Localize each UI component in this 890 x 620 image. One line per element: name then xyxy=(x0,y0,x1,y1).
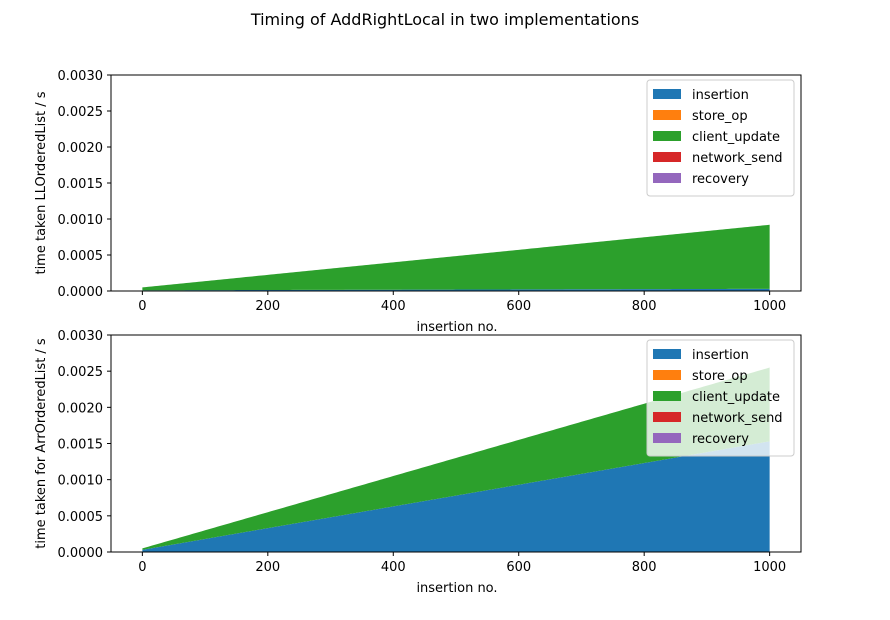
area-client-update xyxy=(142,224,770,291)
y-tick-label: 0.0020 xyxy=(58,141,104,156)
legend-label-client-update: client_update xyxy=(692,130,780,145)
x-axis-label: insertion no. xyxy=(416,581,497,596)
chart-panel-2: 0 200 400 600 800 1000 0.0000 0.0005 0.0010 0.001… xyxy=(34,329,802,596)
legend-label-insertion: insertion xyxy=(692,88,749,103)
x-tick-label: 1000 xyxy=(753,299,786,314)
legend-label-recovery: recovery xyxy=(692,432,749,447)
y-tick-label: 0.0015 xyxy=(58,438,104,453)
legend-label-store-op: store_op xyxy=(692,369,748,384)
area-insertion xyxy=(142,441,770,552)
area-client-update xyxy=(142,367,770,550)
legend: insertion store_op client_update network_se… xyxy=(646,79,795,197)
y-tick-label: 0.0030 xyxy=(58,69,104,84)
x-tick-label: 200 xyxy=(255,299,280,314)
figure-title: Timing of AddRightLocal in two implement… xyxy=(250,10,640,29)
legend-swatch-insertion xyxy=(653,89,681,99)
legend-label-network-send: network_send xyxy=(692,151,783,166)
y-tick-label: 0.0005 xyxy=(58,510,104,525)
legend-box xyxy=(646,79,795,197)
legend-swatch-client-update xyxy=(653,391,681,401)
x-tick-label: 0 xyxy=(138,299,146,314)
y-tick-label: 0.0030 xyxy=(58,329,104,344)
x-tick-label: 600 xyxy=(506,299,531,314)
legend-swatch-recovery xyxy=(653,173,681,183)
y-tick-label: 0.0025 xyxy=(58,365,104,380)
legend-swatch-network-send xyxy=(653,412,681,422)
legend-label-store-op: store_op xyxy=(692,109,748,124)
legend-label-insertion: insertion xyxy=(692,348,749,363)
x-tick-label: 400 xyxy=(381,560,406,575)
legend-box xyxy=(646,339,795,457)
x-tick-label: 200 xyxy=(255,560,280,575)
y-tick-label: 0.0000 xyxy=(58,546,104,561)
y-tick-label: 0.0000 xyxy=(58,285,104,300)
legend-swatch-store-op xyxy=(653,370,681,380)
y-axis-label: time taken LLOrderedList / s xyxy=(34,91,49,274)
y-tick-label: 0.0020 xyxy=(58,401,104,416)
legend-swatch-insertion xyxy=(653,349,681,359)
legend-swatch-store-op xyxy=(653,110,681,120)
y-tick-label: 0.0010 xyxy=(58,474,104,489)
legend-label-network-send: network_send xyxy=(692,411,783,426)
legend-swatch-client-update xyxy=(653,131,681,141)
legend-label-recovery: recovery xyxy=(692,172,749,187)
x-tick-label: 600 xyxy=(506,560,531,575)
legend: insertion store_op client_update network_se… xyxy=(646,339,795,457)
legend-swatch-network-send xyxy=(653,152,681,162)
area-insertion xyxy=(142,288,770,291)
y-tick-label: 0.0025 xyxy=(58,105,104,120)
y-tick-label: 0.0010 xyxy=(58,213,104,228)
x-tick-label: 1000 xyxy=(753,560,786,575)
x-tick-label: 800 xyxy=(632,299,657,314)
x-tick-label: 0 xyxy=(138,560,146,575)
legend-label-client-update: client_update xyxy=(692,390,780,405)
chart-panel-1: 0 200 400 600 800 1000 0.0000 0.0005 0.0010 0.001… xyxy=(34,69,802,335)
y-axis-label: time taken for ArrOrderedList / s xyxy=(34,338,49,549)
x-tick-label: 800 xyxy=(632,560,657,575)
legend-swatch-recovery xyxy=(653,433,681,443)
x-axis-label: insertion no. xyxy=(416,320,497,335)
y-tick-label: 0.0015 xyxy=(58,177,104,192)
y-tick-label: 0.0005 xyxy=(58,249,104,264)
x-tick-label: 400 xyxy=(381,299,406,314)
